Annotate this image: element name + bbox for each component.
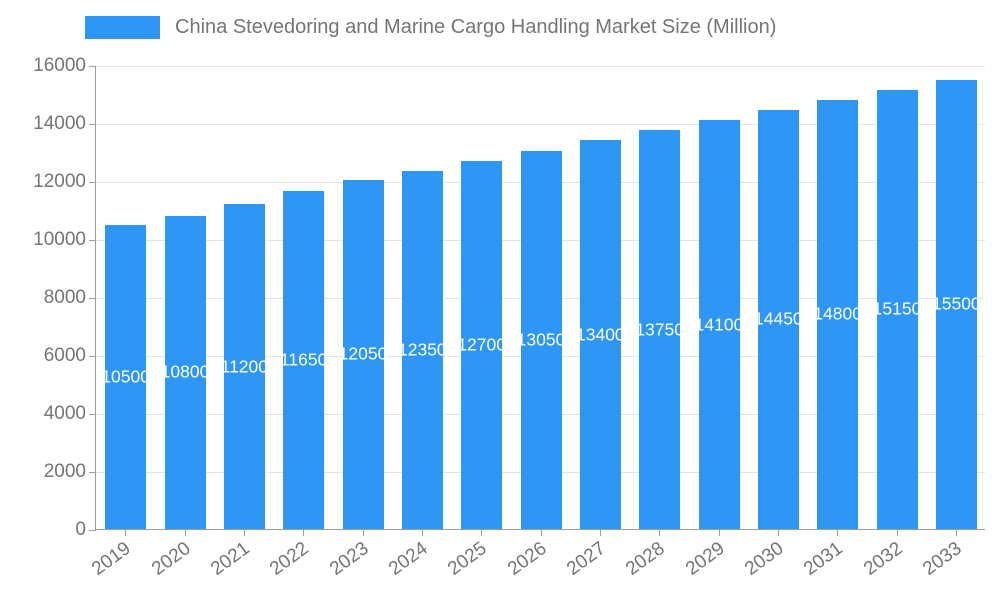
y-tick-label: 16000 bbox=[33, 55, 86, 76]
y-tick-mark bbox=[89, 123, 96, 125]
x-tick-mark bbox=[125, 529, 127, 536]
y-tick-label: 14000 bbox=[33, 113, 86, 134]
y-tick-mark bbox=[89, 297, 96, 299]
bar-value-label: 13400 bbox=[575, 324, 625, 345]
bar-2031 bbox=[817, 99, 859, 529]
chart-title: China Stevedoring and Marine Cargo Handl… bbox=[175, 16, 777, 38]
y-tick-mark bbox=[89, 239, 96, 241]
x-tick-mark bbox=[243, 529, 245, 536]
x-tick-label: 2019 bbox=[88, 538, 136, 580]
x-tick-mark bbox=[362, 529, 364, 536]
bar-value-label: 14800 bbox=[813, 303, 862, 324]
y-tick-mark bbox=[89, 471, 96, 473]
chart-legend: China Stevedoring and Marine Cargo Handl… bbox=[85, 16, 776, 39]
bar-value-label: 11650 bbox=[279, 349, 328, 370]
bar-2020 bbox=[164, 215, 206, 529]
bar-2029 bbox=[698, 120, 740, 529]
bar-value-label: 11200 bbox=[220, 356, 269, 377]
bar-2030 bbox=[757, 109, 799, 529]
x-tick-label: 2023 bbox=[325, 538, 373, 580]
legend-swatch bbox=[85, 16, 160, 39]
x-tick-mark bbox=[896, 529, 898, 536]
x-tick-mark bbox=[303, 529, 305, 536]
y-tick-mark bbox=[89, 355, 96, 357]
x-tick-label: 2031 bbox=[800, 538, 848, 580]
plot-area: 10500 2019 10800 2020 11200 2021 11650 2022 1205… bbox=[88, 65, 985, 580]
x-tick-label: 2028 bbox=[622, 538, 670, 580]
bar-value-label: 14450 bbox=[753, 308, 803, 329]
bar-value-label: 13050 bbox=[516, 329, 566, 350]
y-tick-mark bbox=[89, 65, 96, 67]
x-tick-label: 2030 bbox=[741, 538, 788, 580]
bar-2025 bbox=[461, 160, 503, 529]
x-tick-mark bbox=[540, 529, 542, 536]
y-tick-mark bbox=[89, 413, 96, 415]
x-tick-label: 2020 bbox=[147, 538, 195, 580]
y-tick-label: 2000 bbox=[43, 461, 86, 482]
x-tick-label: 2027 bbox=[563, 538, 610, 580]
x-tick-mark bbox=[837, 529, 839, 536]
bar-2022 bbox=[283, 191, 325, 529]
gridline bbox=[96, 123, 985, 125]
bar-2024 bbox=[401, 170, 443, 529]
bar-value-label: 13750 bbox=[635, 319, 684, 340]
x-tick-label: 2025 bbox=[444, 538, 492, 580]
x-tick-label: 2024 bbox=[385, 538, 432, 580]
bar-value-label: 14100 bbox=[694, 314, 744, 335]
x-tick-mark bbox=[718, 529, 720, 536]
x-tick-mark bbox=[777, 529, 779, 536]
x-tick-mark bbox=[184, 529, 186, 536]
x-tick-mark bbox=[481, 529, 483, 536]
y-tick-label: 0 bbox=[75, 519, 86, 540]
bar-value-label: 15150 bbox=[872, 298, 922, 319]
x-tick-mark bbox=[599, 529, 601, 536]
x-tick-label: 2026 bbox=[503, 538, 551, 580]
bar-2033 bbox=[935, 79, 977, 529]
y-tick-label: 12000 bbox=[33, 171, 86, 192]
x-tick-label: 2022 bbox=[266, 538, 314, 580]
bar-value-label: 12700 bbox=[457, 334, 506, 355]
bar-2023 bbox=[342, 179, 384, 529]
bar-2026 bbox=[520, 150, 562, 529]
y-tick-label: 8000 bbox=[43, 287, 86, 308]
bar-2021 bbox=[223, 204, 265, 529]
y-tick-mark bbox=[89, 529, 96, 531]
y-tick-label: 4000 bbox=[43, 403, 86, 424]
y-tick-label: 6000 bbox=[43, 345, 86, 366]
x-tick-mark bbox=[421, 529, 423, 536]
bar-value-label: 10500 bbox=[101, 366, 150, 387]
bar-value-label: 15500 bbox=[931, 293, 981, 314]
bar-value-label: 12050 bbox=[338, 343, 388, 364]
x-tick-mark bbox=[955, 529, 957, 536]
bar-2027 bbox=[579, 140, 621, 529]
x-tick-label: 2032 bbox=[859, 538, 907, 580]
x-tick-label: 2029 bbox=[681, 538, 729, 580]
bar-2032 bbox=[876, 89, 918, 529]
y-tick-mark bbox=[89, 181, 96, 183]
bar-2019 bbox=[105, 224, 147, 529]
gridline bbox=[96, 65, 985, 67]
y-tick-label: 10000 bbox=[33, 229, 86, 250]
x-tick-label: 2021 bbox=[207, 538, 254, 580]
bar-value-label: 12350 bbox=[397, 339, 447, 360]
x-tick-label: 2033 bbox=[919, 538, 966, 580]
bar-2028 bbox=[639, 130, 681, 529]
x-tick-mark bbox=[659, 529, 661, 536]
bar-value-label: 10800 bbox=[160, 361, 210, 382]
